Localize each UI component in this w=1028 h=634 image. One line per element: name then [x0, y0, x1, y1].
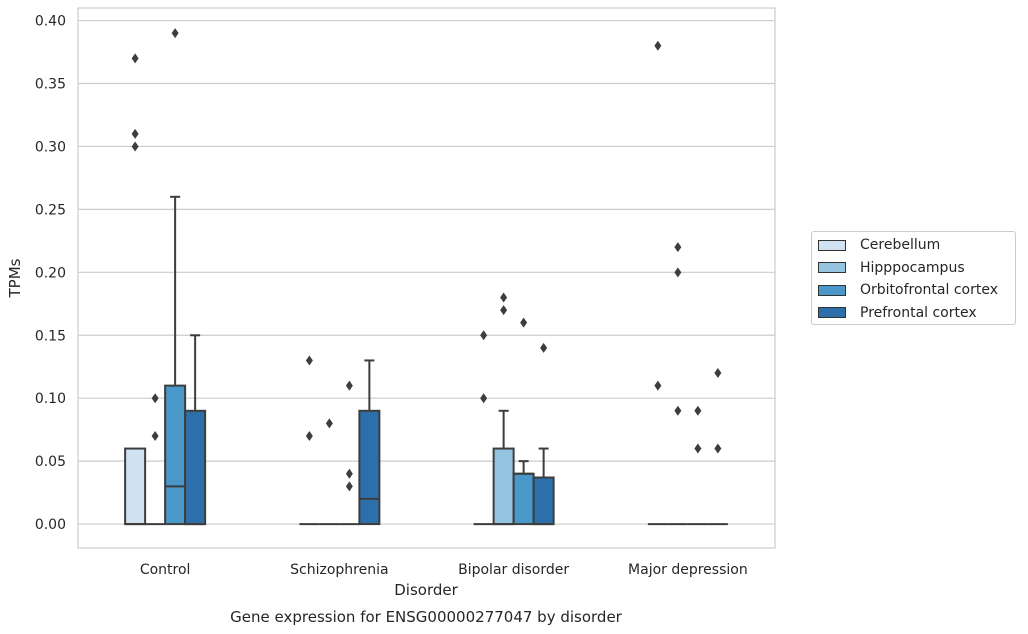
- box-group: [512, 317, 535, 526]
- y-tick-label: 0.30: [35, 139, 66, 155]
- outlier-point: [654, 40, 662, 51]
- box-group: [667, 242, 688, 526]
- outlier-point: [151, 393, 159, 404]
- outlier-point: [480, 330, 488, 341]
- legend-item: Cerebellum: [818, 235, 940, 255]
- outlier-point: [694, 405, 702, 416]
- box-group: [707, 368, 728, 526]
- outlier-point: [325, 418, 333, 429]
- box: [358, 409, 381, 526]
- box-group: [492, 292, 515, 526]
- y-axis-label: TPMs: [6, 258, 24, 298]
- x-tick-label: Schizophrenia: [290, 562, 388, 578]
- outlier-point: [480, 393, 488, 404]
- outlier-point: [345, 481, 353, 492]
- outlier-point: [520, 317, 528, 328]
- legend-item: Prefrontal cortex: [818, 303, 977, 323]
- legend-swatch: [818, 284, 846, 296]
- box-group: [647, 40, 668, 526]
- y-tick-label: 0.40: [35, 14, 66, 30]
- legend-label: Hipppocampus: [860, 259, 965, 276]
- box-group: [145, 393, 166, 526]
- chart-title: Gene expression for ENSG00000277047 by d…: [230, 608, 623, 626]
- box-group: [319, 418, 340, 526]
- outlier-point: [674, 405, 682, 416]
- outlier-point: [171, 28, 179, 39]
- outlier-point: [714, 443, 722, 454]
- box-group: [124, 53, 147, 526]
- outlier-point: [345, 380, 353, 391]
- y-tick-labels: 0.00 0.05 0.10 0.15 0.20 0.25 0.30 0.35 0.40: [35, 14, 66, 533]
- legend-swatch: [818, 262, 846, 273]
- y-tick-label: 0.00: [35, 517, 66, 533]
- outlier-point: [151, 430, 159, 441]
- outlier-point: [654, 380, 662, 391]
- plot-frame: [77, 7, 776, 549]
- x-tick-label: Major depression: [628, 562, 748, 578]
- box: [184, 409, 207, 526]
- outlier-point: [305, 430, 313, 441]
- outlier-point: [131, 53, 139, 64]
- legend-label: Prefrontal cortex: [860, 304, 977, 321]
- outlier-point: [345, 468, 353, 479]
- outlier-point: [674, 267, 682, 278]
- outlier-point: [540, 342, 548, 353]
- y-tick-label: 0.10: [35, 391, 66, 407]
- legend-item: Hipppocampus: [818, 258, 965, 278]
- outlier-point: [694, 443, 702, 454]
- x-tick-label: Bipolar disorder: [458, 562, 569, 578]
- legend-label: Orbitofrontal cortex: [860, 282, 998, 298]
- box-group: [532, 342, 555, 526]
- box: [512, 472, 535, 526]
- box-group: [473, 330, 494, 526]
- box: [492, 447, 515, 526]
- outlier-point: [131, 128, 139, 139]
- box-group: [299, 355, 320, 526]
- box-layer: [124, 28, 728, 526]
- box-group: [339, 380, 360, 526]
- box-group: [358, 359, 381, 526]
- y-tick-label: 0.15: [35, 328, 66, 344]
- legend-item: Orbitofrontal cortex: [818, 280, 998, 300]
- outlier-point: [305, 355, 313, 366]
- y-tick-label: 0.05: [35, 454, 66, 470]
- x-axis-label: Disorder: [394, 581, 458, 599]
- outlier-point: [500, 305, 508, 316]
- box: [124, 447, 147, 526]
- x-tick-labels: Control Schizophrenia Bipolar disorder Majo…: [140, 562, 748, 578]
- legend-swatch: [818, 239, 846, 251]
- y-tick-label: 0.35: [35, 77, 66, 93]
- legend-label: Cerebellum: [860, 237, 941, 253]
- outlier-point: [131, 141, 139, 152]
- box-group: [164, 28, 187, 526]
- box: [532, 476, 555, 526]
- outlier-point: [674, 242, 682, 253]
- y-tick-label: 0.20: [35, 265, 66, 281]
- legend-swatch: [818, 307, 846, 318]
- y-tick-label: 0.25: [35, 202, 66, 218]
- box: [164, 384, 187, 526]
- x-tick-label: Control: [140, 562, 191, 578]
- legend: Cerebellum Hipppocampus Orbitofrontal cort…: [811, 231, 1016, 325]
- outlier-point: [714, 368, 722, 379]
- box-group: [184, 334, 207, 526]
- outlier-point: [500, 292, 508, 303]
- box-group: [687, 405, 708, 526]
